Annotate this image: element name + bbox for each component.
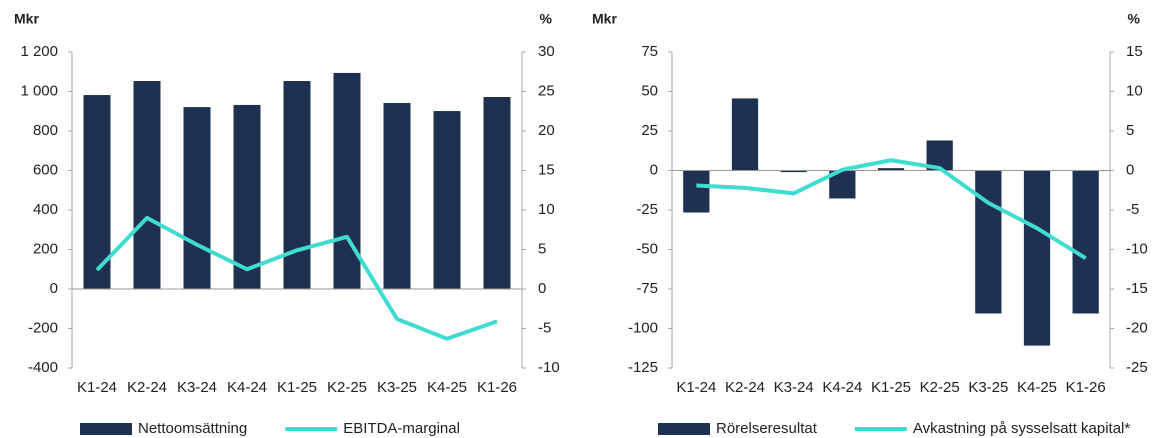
- y2-tick-label: -10: [1126, 240, 1148, 257]
- legend-label: Nettoomsättning: [138, 420, 247, 437]
- y-tick-label: 25: [641, 122, 658, 139]
- y2-tick-label: 5: [538, 240, 546, 257]
- x-tick-label: K2-25: [327, 379, 367, 396]
- y2-tick-label: 0: [538, 280, 546, 297]
- y-tick-label: 75: [641, 43, 658, 60]
- y2-tick-label: 15: [1126, 43, 1143, 60]
- y-tick-label: -200: [28, 319, 58, 336]
- line-series: [696, 158, 1087, 260]
- x-tick-label: K1-25: [871, 379, 911, 396]
- bar: [433, 111, 461, 290]
- y2-tick-label: 10: [1126, 82, 1143, 99]
- y2-axis-title: %: [540, 11, 553, 27]
- y2-tick-label: 15: [538, 161, 555, 178]
- bar: [780, 170, 807, 173]
- y-tick-label: 600: [33, 161, 58, 178]
- legend-label: Avkastning på sysselsatt kapital*: [913, 420, 1131, 437]
- bar: [731, 98, 759, 171]
- legend-swatch: [658, 423, 710, 435]
- y-axis-title: Mkr: [592, 11, 617, 27]
- y-tick-label: -50: [636, 240, 658, 257]
- x-tick-label: K1-26: [477, 379, 517, 396]
- y2-tick-label: 25: [538, 82, 555, 99]
- bar: [83, 95, 111, 290]
- x-tick-label: K4-24: [227, 379, 267, 396]
- x-tick-label: K1-25: [277, 379, 317, 396]
- bar: [683, 170, 710, 213]
- y-tick-label: -400: [28, 359, 58, 376]
- y-tick-label: 800: [33, 122, 58, 139]
- y-tick-label: -25: [636, 201, 658, 218]
- y-tick-label: 1 000: [20, 82, 58, 99]
- bar: [877, 168, 905, 171]
- x-tick-label: K1-26: [1066, 379, 1106, 396]
- x-tick-label: K2-24: [725, 379, 765, 396]
- y2-tick-label: 10: [538, 201, 555, 218]
- bar: [975, 170, 1002, 314]
- bar: [483, 97, 511, 289]
- y-tick-label: -125: [628, 359, 658, 376]
- bar: [283, 81, 311, 289]
- y2-axis-title: %: [1128, 11, 1141, 27]
- y-tick-label: 200: [33, 240, 58, 257]
- y-tick-label: 400: [33, 201, 58, 218]
- y-tick-label: -75: [636, 280, 658, 297]
- y2-tick-label: -5: [1126, 201, 1139, 218]
- bar: [1072, 170, 1099, 314]
- y-tick-label: 50: [641, 82, 658, 99]
- x-tick-label: K2-25: [920, 379, 960, 396]
- y-tick-label: -100: [628, 319, 658, 336]
- y-tick-label: 1 200: [20, 43, 58, 60]
- x-tick-label: K3-25: [968, 379, 1008, 396]
- legend-label: EBITDA-marginal: [343, 420, 460, 437]
- x-tick-label: K3-25: [377, 379, 417, 396]
- bar: [333, 72, 361, 289]
- y-tick-label: 0: [650, 161, 658, 178]
- y2-tick-label: 30: [538, 43, 555, 60]
- x-tick-label: K1-24: [77, 379, 117, 396]
- x-tick-label: K2-24: [127, 379, 167, 396]
- x-tick-label: K3-24: [774, 379, 814, 396]
- y2-tick-label: -15: [1126, 280, 1148, 297]
- x-tick-label: K1-24: [676, 379, 716, 396]
- x-tick-label: K4-25: [1017, 379, 1057, 396]
- legend-swatch: [80, 423, 132, 435]
- bar: [183, 107, 211, 289]
- bar: [383, 102, 411, 289]
- y2-tick-label: -20: [1126, 319, 1148, 336]
- y2-tick-label: 0: [1126, 161, 1134, 178]
- y2-tick-label: -25: [1126, 359, 1148, 376]
- y2-tick-label: -5: [538, 319, 551, 336]
- x-tick-label: K4-25: [427, 379, 467, 396]
- y2-tick-label: -10: [538, 359, 560, 376]
- bar: [1023, 170, 1051, 346]
- legend-label: Rörelseresultat: [716, 420, 818, 437]
- y-tick-label: 0: [50, 280, 58, 297]
- x-tick-label: K3-24: [177, 379, 217, 396]
- y-axis-title: Mkr: [14, 11, 39, 27]
- x-tick-label: K4-24: [822, 379, 862, 396]
- line-series: [95, 215, 498, 341]
- bar: [233, 104, 261, 290]
- y2-tick-label: 5: [1126, 122, 1134, 139]
- y2-tick-label: 20: [538, 122, 555, 139]
- bar: [133, 81, 161, 289]
